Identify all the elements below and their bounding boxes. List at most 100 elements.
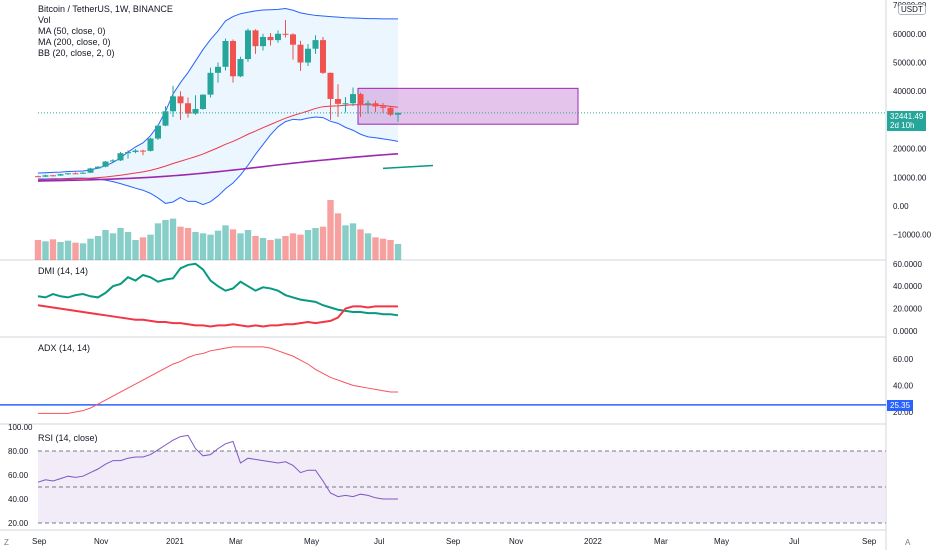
candle-body [162, 111, 169, 126]
candle-body [80, 172, 86, 174]
timezone-button[interactable]: Z [4, 538, 9, 547]
volume-bar [289, 233, 297, 260]
volume-bar [132, 240, 139, 260]
legend-volume[interactable]: Vol [38, 15, 51, 25]
adx-line [38, 346, 398, 414]
candle-body [87, 168, 94, 173]
time-axis-label: 2022 [584, 537, 602, 546]
volume-bar [192, 232, 199, 260]
time-axis-label: Jul [374, 537, 384, 546]
time-axis-label: 2021 [166, 537, 184, 546]
symbol-title[interactable]: Bitcoin / TetherUS, 1W, BINANCE [38, 4, 173, 14]
candle-body [320, 40, 326, 73]
candle-body [230, 40, 236, 77]
candle-body [252, 30, 259, 47]
legend-ma200[interactable]: MA (200, close, 0) [38, 37, 111, 47]
volume-bar [252, 236, 259, 260]
rsi-legend[interactable]: RSI (14, close) [38, 433, 98, 444]
currency-button[interactable]: USDT [898, 4, 926, 15]
candle-body [117, 153, 124, 161]
volume-bar [184, 228, 192, 260]
candle-body [50, 175, 56, 177]
candle-body [170, 96, 176, 112]
time-axis-label: Mar [654, 537, 668, 546]
volume-bar [259, 238, 267, 260]
candle-body [95, 166, 101, 169]
candle-body [237, 59, 244, 77]
candle-body [260, 36, 266, 47]
dmi-axis-label: 40.0000 [893, 282, 922, 291]
candle-body [342, 103, 349, 105]
time-axis-label: Mar [229, 537, 243, 546]
volume-bar [87, 238, 94, 260]
volume-bar [162, 220, 169, 260]
candle-body [380, 106, 386, 108]
rsi-axis-label: 40.00 [8, 495, 29, 504]
adx-legend[interactable]: ADX (14, 14) [38, 343, 90, 354]
candle-body [185, 103, 191, 114]
price-axis-label: 20000.00 [893, 145, 927, 154]
candle-body [200, 94, 206, 109]
volume-bar [349, 223, 357, 260]
volume-bar [42, 241, 49, 260]
volume-bar [282, 236, 289, 260]
bar-countdown: 2d 10h [890, 121, 915, 130]
dmi-legend[interactable]: DMI (14, 14) [38, 266, 88, 277]
candle-body [215, 66, 221, 73]
volume-bar [222, 225, 229, 260]
time-axis-label: Nov [94, 537, 108, 546]
candle-body [335, 98, 341, 104]
candle-body [140, 150, 146, 152]
time-axis-label: Sep [862, 537, 877, 546]
volume-bar [229, 229, 237, 260]
volume-bar [147, 234, 154, 260]
volume-bar [154, 223, 162, 260]
volume-bar [304, 230, 312, 260]
dmi-axis-label: 60.0000 [893, 260, 922, 269]
volume-bar [237, 233, 244, 260]
time-axis-label: May [304, 537, 319, 546]
main-legend: Bitcoin / TetherUS, 1W, BINANCE Vol MA (… [38, 4, 173, 59]
adx-label: ADX (14, 14) [38, 343, 91, 353]
volume-bar [64, 240, 72, 260]
candle-body [365, 103, 371, 105]
candle-body [305, 48, 311, 63]
volume-bar [327, 200, 334, 260]
dmi-label: DMI (14, 14) [38, 266, 89, 276]
rsi-axis-label: 20.00 [8, 519, 29, 528]
candle-body [155, 125, 161, 139]
candle-body [35, 176, 41, 178]
volume-bar [94, 236, 102, 260]
volume-bar [72, 242, 79, 260]
volume-bar [124, 232, 132, 260]
volume-bar [274, 238, 282, 260]
price-axis-label: 10000.00 [893, 173, 927, 182]
volume-bar [334, 213, 342, 260]
volume-bar [244, 230, 252, 260]
rsi-axis-label: 80.00 [8, 447, 29, 456]
volume-bar [34, 240, 42, 260]
volume-bar [342, 225, 349, 260]
candle-body [192, 108, 199, 114]
candle-body [290, 34, 296, 45]
volume-bar [177, 226, 184, 260]
price-axis-label: 40000.00 [893, 87, 927, 96]
candle-body [57, 174, 64, 176]
candle-body [312, 40, 319, 49]
candle-body [110, 160, 116, 162]
candle-body [245, 30, 251, 60]
legend-bollinger[interactable]: BB (20, close, 2, 0) [38, 48, 115, 58]
adx-value-badge: 25.35 [887, 400, 914, 411]
legend-ma50[interactable]: MA (50, close, 0) [38, 26, 106, 36]
time-axis-label: May [714, 537, 729, 546]
adx-current-value: 25.35 [890, 401, 911, 410]
candle-body [147, 138, 154, 151]
auto-scale-button[interactable]: A [905, 538, 911, 547]
rsi-axis-label: 100.00 [8, 423, 33, 432]
candle-body [357, 94, 364, 105]
candle-body [395, 112, 401, 115]
candle-body [297, 44, 304, 63]
volume-bar [79, 243, 87, 260]
candle-body [327, 72, 334, 99]
